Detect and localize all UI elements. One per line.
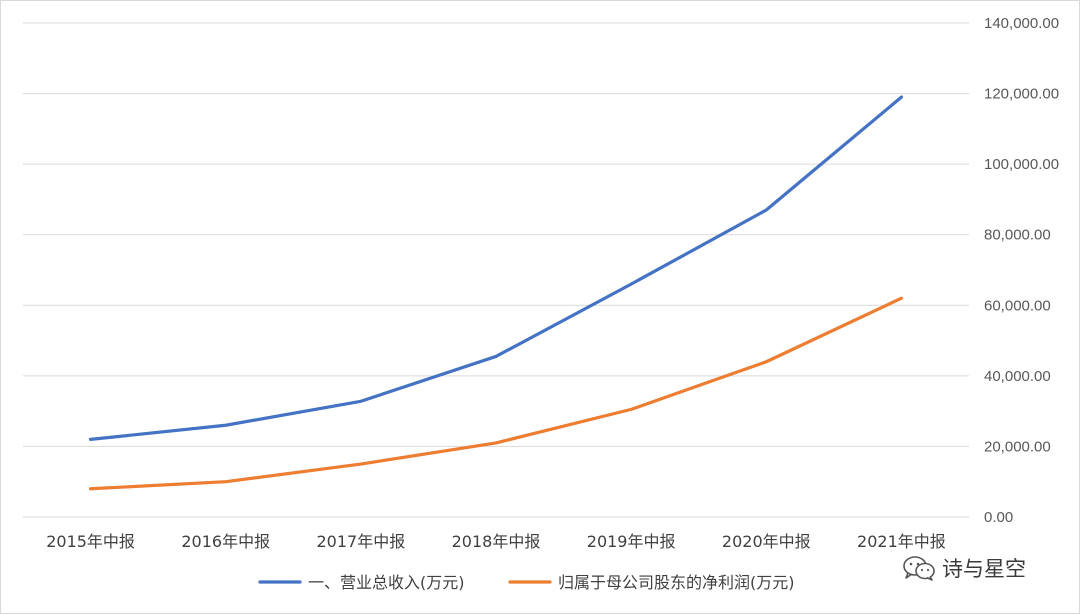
y-axis-ticks: 0.00 20,000.00 40,000.00 60,000.00 80,000.00… xyxy=(984,15,1059,526)
legend-label: 一、营业总收入(万元) xyxy=(308,573,465,592)
x-tick-label: 2015年中报 xyxy=(46,532,135,551)
y-tick-label: 0.00 xyxy=(984,509,1013,526)
watermark-text: 诗与星空 xyxy=(942,557,1026,581)
legend-label: 归属于母公司股东的净利润(万元) xyxy=(558,573,795,592)
y-tick-label: 40,000.00 xyxy=(984,368,1051,385)
x-tick-label: 2016年中报 xyxy=(181,532,270,551)
y-tick-label: 20,000.00 xyxy=(984,438,1051,455)
series-line-2 xyxy=(88,296,904,491)
y-tick-label: 120,000.00 xyxy=(984,86,1059,103)
wechat-icon xyxy=(903,556,935,581)
y-tick-label: 140,000.00 xyxy=(984,15,1059,32)
y-tick-label: 60,000.00 xyxy=(984,297,1051,314)
y-tick-label: 100,000.00 xyxy=(984,156,1059,173)
gridlines xyxy=(23,22,969,518)
y-tick-label: 80,000.00 xyxy=(984,227,1051,244)
series-lines xyxy=(88,95,904,491)
x-tick-label: 2019年中报 xyxy=(587,532,676,551)
x-tick-label: 2017年中报 xyxy=(316,532,405,551)
x-axis-ticks: 2015年中报 2016年中报 2017年中报 2018年中报 2019年中报 2020年… xyxy=(46,532,946,551)
series-line-1 xyxy=(88,95,904,441)
x-tick-label: 2021年中报 xyxy=(857,532,946,551)
legend: 一、营业总收入(万元) 归属于母公司股东的净利润(万元) xyxy=(258,573,795,592)
watermark: 诗与星空 xyxy=(902,553,1026,583)
x-tick-label: 2018年中报 xyxy=(452,532,541,551)
x-tick-label: 2020年中报 xyxy=(722,532,811,551)
